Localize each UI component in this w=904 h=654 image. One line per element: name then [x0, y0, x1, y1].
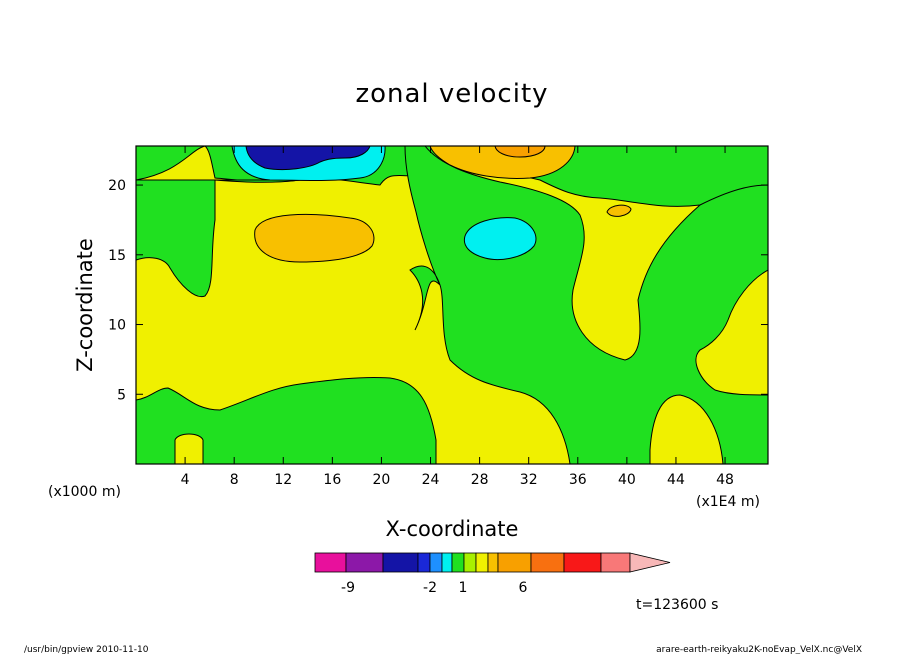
colorbar-segment	[382, 552, 419, 573]
colorbar-label: 1	[459, 580, 468, 596]
x-tick-label: 44	[667, 472, 685, 488]
x-tick-label: 16	[323, 472, 341, 488]
y-tick-label: 5	[117, 387, 126, 403]
y-axis: 5 10 15 20	[108, 178, 768, 403]
colorbar-label: 6	[519, 580, 528, 596]
x-tick-label: 48	[716, 472, 734, 488]
x-tick-label: 28	[471, 472, 489, 488]
x-tick-label: 40	[618, 472, 636, 488]
colorbar-segment	[463, 552, 477, 573]
colorbar-label: -9	[341, 580, 355, 596]
x-tick-label: 12	[274, 472, 292, 488]
colorbar-segment	[600, 552, 631, 573]
x-tick-label: 20	[373, 472, 391, 488]
chart-title: zonal velocity	[355, 79, 548, 109]
colorbar-segment	[475, 552, 489, 573]
colorbar-segment	[345, 552, 384, 573]
x-tick-label: 36	[569, 472, 587, 488]
contour-fill-blue-top	[245, 146, 371, 171]
x-tick-label: 8	[230, 472, 239, 488]
colorbar-segment	[563, 552, 602, 573]
x-scale-note: (x1000 m)	[48, 484, 121, 500]
colorbar-segment	[429, 552, 443, 573]
colorbar-segment	[497, 552, 532, 573]
contour-fill-green-left	[136, 179, 301, 298]
contour-fill-orange-small	[606, 204, 632, 217]
y-scale-note: (x1E4 m)	[696, 494, 760, 510]
colorbar-segment	[314, 552, 347, 573]
y-tick-label: 10	[108, 318, 126, 334]
colorbar-extend-arrow	[629, 552, 671, 573]
time-label: t=123600 s	[636, 597, 718, 613]
contour-fill-cyan-mid	[463, 217, 537, 260]
colorbar-labels: -9 -2 1 6	[341, 580, 528, 596]
x-tick-label: 24	[422, 472, 440, 488]
footer-left: /usr/bin/gpview 2010-11-10	[24, 645, 149, 654]
colorbar-label: -2	[423, 580, 437, 596]
x-axis: 4 8 12 16 20 24 28 32 36 40 44 48	[181, 146, 734, 488]
y-axis-label: Z-coordinate	[73, 238, 97, 372]
x-tick-label: 32	[520, 472, 538, 488]
colorbar-segment	[417, 552, 431, 573]
colorbar-segment	[441, 552, 453, 573]
colorbar-segment	[530, 552, 565, 573]
plot-frame	[135, 145, 769, 465]
colorbar	[314, 552, 671, 573]
y-tick-label: 15	[108, 248, 126, 264]
contour-fill-orange-top	[429, 146, 576, 179]
y-tick-label: 20	[108, 178, 126, 194]
footer-right: arare-earth-reikyaku2K-noEvap_VelX.nc@Ve…	[656, 645, 862, 654]
plot-area	[136, 146, 768, 464]
x-axis-label: X-coordinate	[386, 517, 519, 541]
colorbar-segment	[451, 552, 465, 573]
contour-fill-green-bottom-left	[136, 376, 437, 464]
contour-fill-orange-inner-top	[494, 146, 546, 158]
contour-fill-yellow-small	[174, 433, 204, 464]
colorbar-segment	[487, 552, 499, 573]
contour-fill-orange-left	[254, 213, 375, 263]
x-tick-label: 4	[181, 472, 190, 488]
